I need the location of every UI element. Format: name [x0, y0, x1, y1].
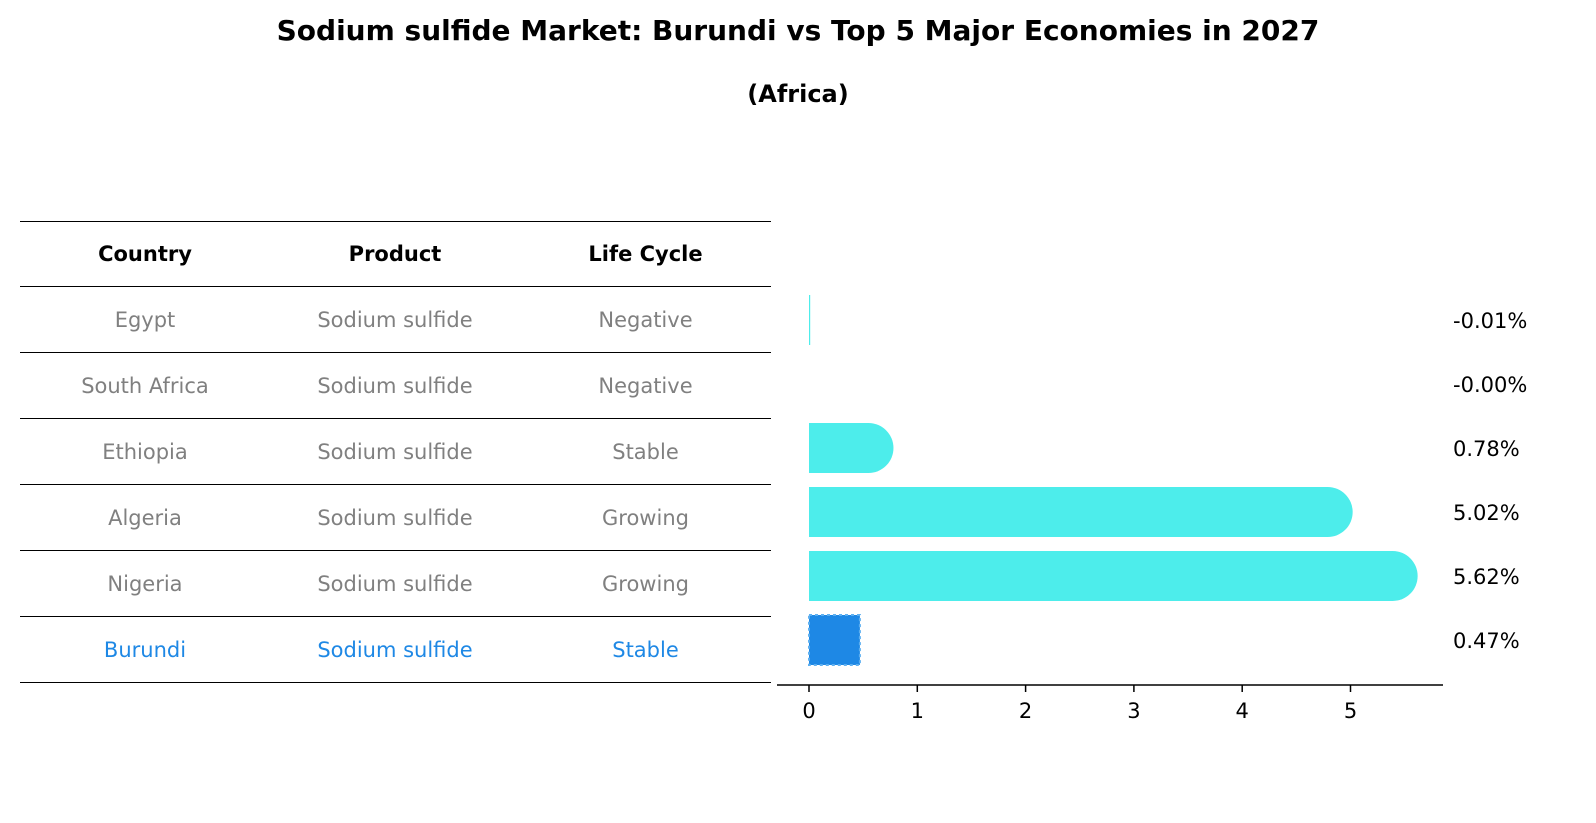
product-cell: Sodium sulfide: [317, 439, 473, 464]
country-cell: Burundi: [103, 637, 187, 662]
country-cell: Algeria: [108, 505, 182, 530]
life-cycle-cell: Growing: [602, 571, 689, 596]
x-tick-label: 2: [1019, 699, 1032, 723]
table-header-row: Country Product Life Cycle: [20, 221, 771, 287]
life-cycle-cell: Negative: [598, 373, 693, 398]
chart-title: Sodium sulfide Market: Burundi vs Top 5 …: [276, 14, 1320, 47]
product-cell: Sodium sulfide: [317, 307, 473, 332]
value-label: 0.78%: [1453, 437, 1520, 461]
table-row: Ethiopia Sodium sulfide Stable: [20, 419, 771, 485]
value-label: 5.62%: [1453, 565, 1520, 589]
product-cell: Sodium sulfide: [317, 505, 473, 530]
table-row: South Africa Sodium sulfide Negative: [20, 353, 771, 419]
header-country: Country: [98, 242, 192, 266]
bar-nigeria: [809, 551, 1418, 601]
table-row: Algeria Sodium sulfide Growing: [20, 485, 771, 551]
x-tick-label: 4: [1236, 699, 1249, 723]
product-cell: Sodium sulfide: [317, 373, 473, 398]
x-tick-label: 1: [911, 699, 924, 723]
header-product: Product: [348, 242, 442, 266]
value-label: -0.00%: [1453, 373, 1527, 397]
country-cell: South Africa: [81, 373, 209, 398]
product-cell: Sodium sulfide: [317, 571, 473, 596]
bar-algeria: [809, 487, 1353, 537]
comparison-table: Country Product Life Cycle Egypt Sodium …: [20, 221, 771, 683]
x-tick-label: 0: [802, 699, 815, 723]
bar-ethiopia: [809, 423, 894, 473]
table-row: Egypt Sodium sulfide Negative: [20, 287, 771, 353]
life-cycle-cell: Stable: [612, 439, 679, 464]
value-label: 5.02%: [1453, 501, 1520, 525]
bar-burundi: [808, 614, 861, 666]
table-row-highlight: Burundi Sodium sulfide Stable: [20, 617, 771, 683]
value-label: -0.01%: [1453, 309, 1527, 333]
life-cycle-cell: Growing: [602, 505, 689, 530]
growth-bar-chart: -0.01% -0.00% 0.78% 5.02% 5.62% 0.47% 0 1 2 3 4 5: [777, 295, 1527, 723]
header-life-cycle: Life Cycle: [588, 242, 703, 266]
value-label: 0.47%: [1453, 629, 1520, 653]
country-cell: Egypt: [114, 307, 176, 332]
x-tick-label: 5: [1344, 699, 1357, 723]
life-cycle-cell: Negative: [598, 307, 693, 332]
country-cell: Nigeria: [107, 571, 183, 596]
product-cell: Sodium sulfide: [317, 637, 473, 662]
country-cell: Ethiopia: [102, 439, 188, 464]
life-cycle-cell: Stable: [612, 637, 679, 662]
x-tick-label: 3: [1127, 699, 1140, 723]
bar-egypt: [809, 295, 811, 345]
chart-subtitle: (Africa): [747, 80, 849, 108]
table-row: Nigeria Sodium sulfide Growing: [20, 551, 771, 617]
